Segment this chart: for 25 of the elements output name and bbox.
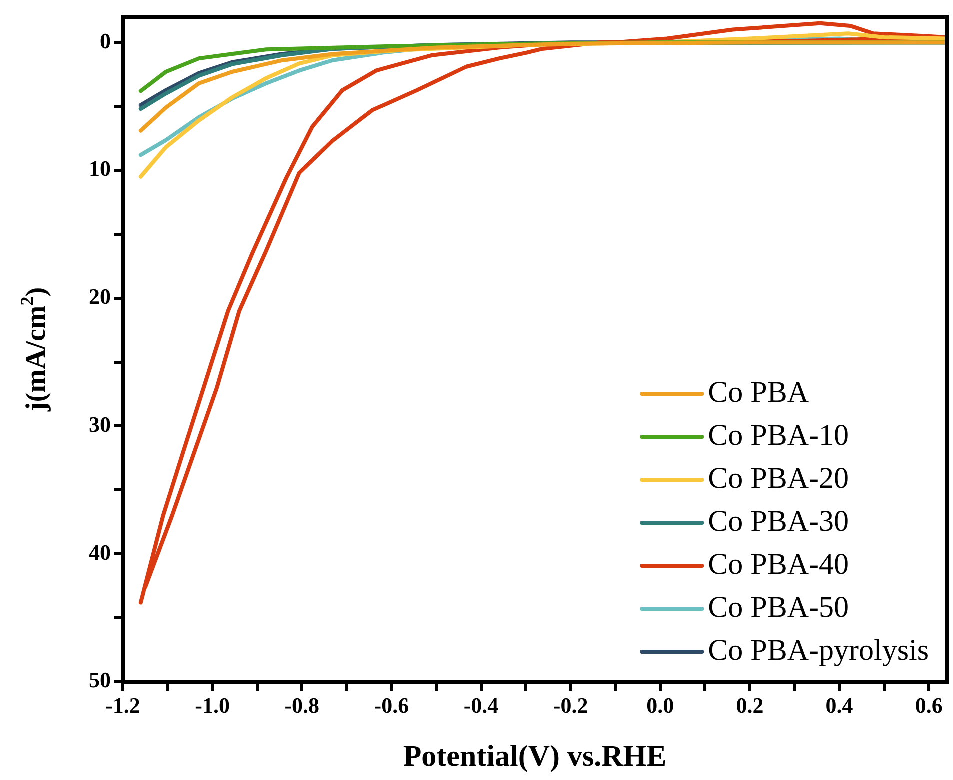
x-tick-label: 0.4 (826, 692, 854, 718)
x-tick-label: 0.0 (646, 692, 674, 718)
x-tick-label: -1.0 (195, 692, 230, 718)
legend-label: Co PBA-10 (708, 418, 849, 452)
y-axis-title: j(mA/cm2) (16, 287, 52, 413)
legend-label: Co PBA-40 (708, 548, 849, 581)
legend-label: Co PBA-20 (708, 462, 849, 495)
y-tick-label: 50 (89, 668, 111, 693)
x-tick-label: -0.4 (464, 692, 499, 718)
legend-label: Co PBA-50 (708, 590, 849, 624)
x-tick-label: -0.2 (553, 692, 588, 718)
y-tick-label: 10 (89, 156, 111, 182)
legend-label: Co PBA-30 (708, 504, 849, 538)
x-tick-label: 0.2 (736, 692, 764, 718)
y-tick-label: 40 (89, 540, 111, 565)
x-axis-title: Potential(V) vs.RHE (403, 740, 667, 773)
x-tick-label: -1.2 (106, 692, 140, 718)
x-tick-label: 0.6 (915, 692, 943, 718)
y-tick-label: 0 (100, 28, 111, 54)
legend-label: Co PBA-pyrolysis (708, 634, 930, 667)
y-tick-label: 20 (89, 284, 111, 310)
x-tick-label: -0.8 (284, 692, 320, 718)
x-tick-label: -0.6 (374, 692, 410, 718)
legend-label: Co PBA (708, 376, 810, 409)
y-tick-label: 30 (89, 412, 111, 437)
